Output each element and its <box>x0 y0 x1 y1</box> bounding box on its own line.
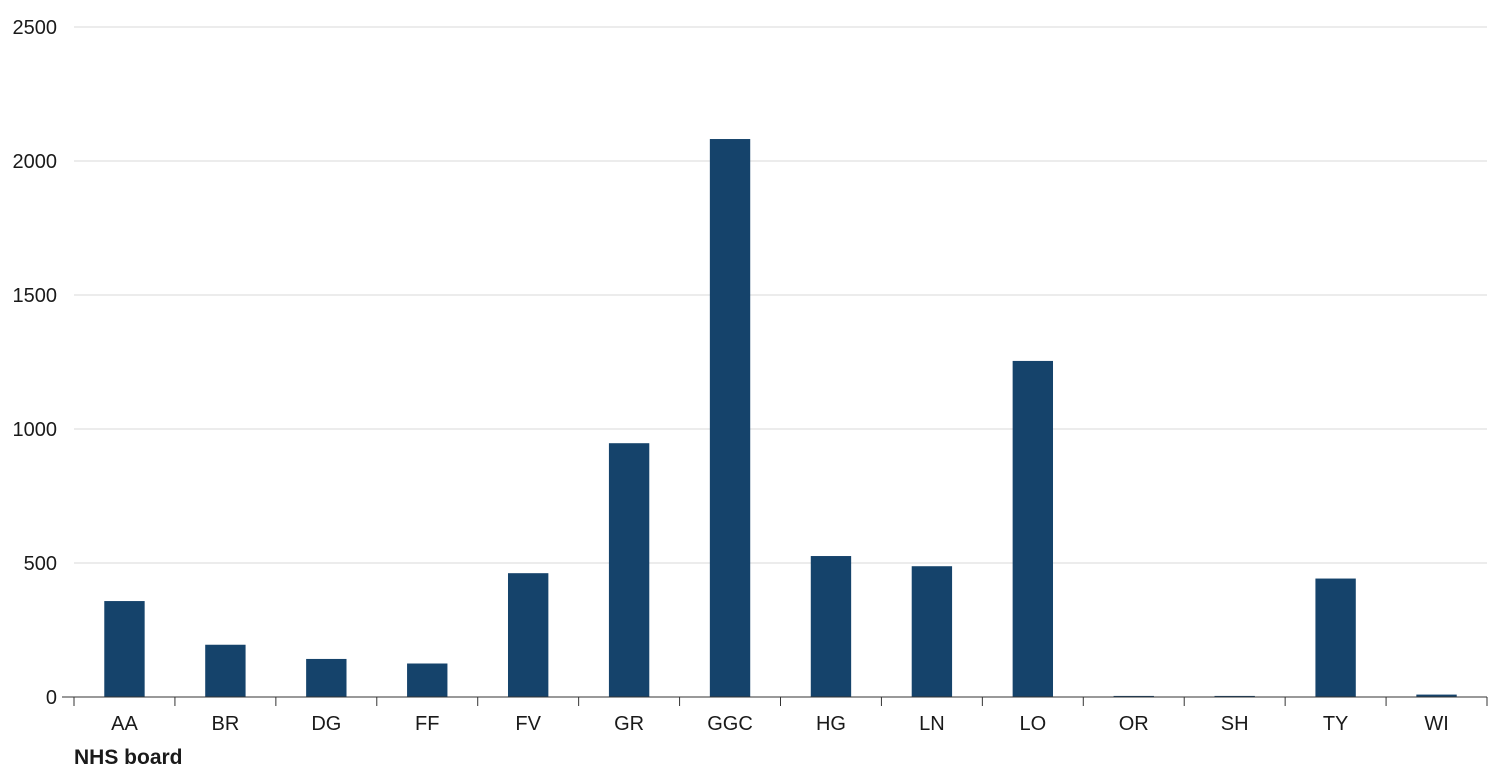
x-tick-label-lo: LO <box>1019 713 1046 735</box>
x-tick-label-ff: FF <box>415 713 439 735</box>
bar-ff <box>407 663 448 697</box>
bar-hg <box>810 556 852 697</box>
x-tick-label-aa: AA <box>111 713 138 735</box>
x-tick-label-ty: TY <box>1323 713 1349 735</box>
bar-wi <box>1416 694 1457 697</box>
y-tick-label: 1000 <box>13 419 58 441</box>
bar-sh <box>1214 695 1255 697</box>
x-tick-label-ggc: GGC <box>707 713 753 735</box>
bar-dg <box>306 658 347 697</box>
x-tick-label-sh: SH <box>1221 713 1249 735</box>
bar-or <box>1113 695 1154 697</box>
x-tick-label-or: OR <box>1119 713 1149 735</box>
bar-br <box>205 644 246 697</box>
x-tick-label-wi: WI <box>1424 713 1448 735</box>
x-tick-label-fv: FV <box>515 713 541 735</box>
x-tick-label-ln: LN <box>919 713 945 735</box>
bar-ggc <box>709 139 751 698</box>
x-axis-tick-labels: AA BR DG FF FV GR GGC HG LN LO OR SH TY WI <box>73 697 1488 735</box>
x-axis-title: NHS board <box>74 746 183 769</box>
y-tick-label: 2000 <box>13 151 58 173</box>
bars <box>104 139 1457 698</box>
y-tick-label: 500 <box>24 553 57 575</box>
bar-ty <box>1315 578 1356 697</box>
bar-ln <box>911 566 953 697</box>
y-axis-tick-labels: 0 500 1000 1500 2000 2500 <box>13 17 58 709</box>
bar-lo <box>1012 360 1054 697</box>
x-tick-label-br: BR <box>211 713 239 735</box>
x-tick-label-dg: DG <box>311 713 341 735</box>
y-tick-label: 0 <box>46 687 57 709</box>
gridlines <box>74 26 1487 564</box>
x-tick-label-gr: GR <box>614 713 644 735</box>
x-tick-label-hg: HG <box>816 713 846 735</box>
bar-aa <box>104 601 145 697</box>
bar-fv <box>507 573 549 697</box>
y-tick-label: 2500 <box>13 17 58 39</box>
y-tick-label: 1500 <box>13 285 58 307</box>
bar-gr <box>608 443 650 697</box>
